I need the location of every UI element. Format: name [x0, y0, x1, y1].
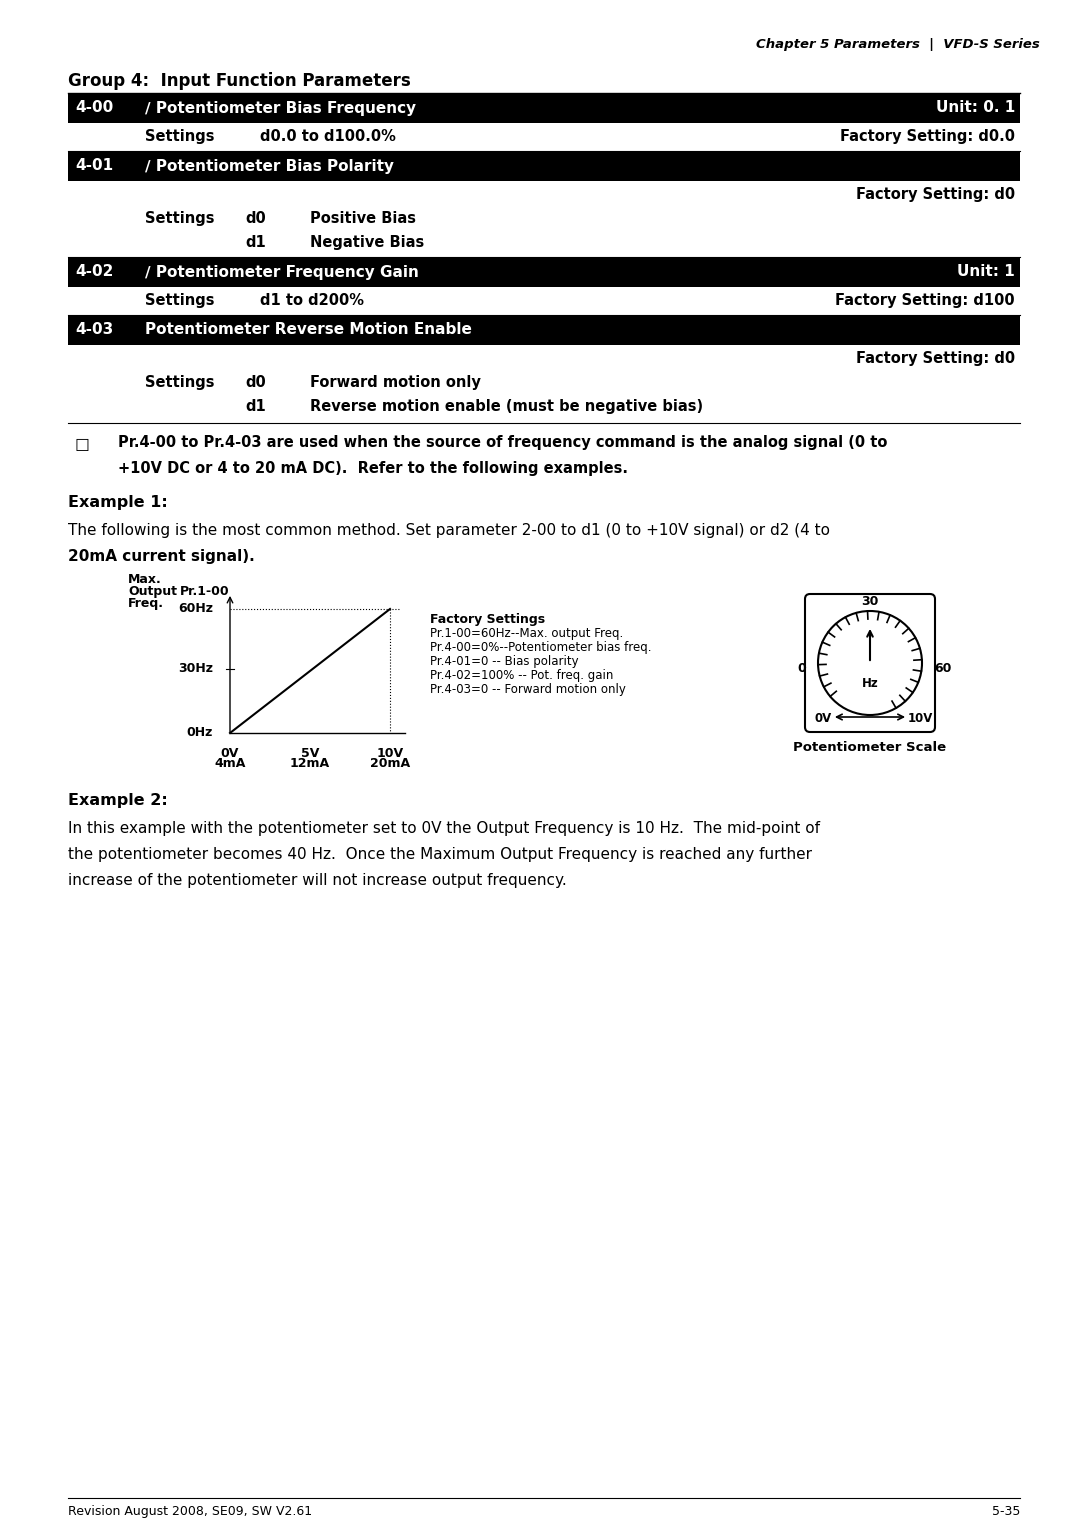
Text: 30Hz: 30Hz — [178, 663, 213, 675]
Text: Factory Setting: d0: Factory Setting: d0 — [855, 187, 1015, 202]
Text: Forward motion only: Forward motion only — [310, 374, 481, 390]
Text: Settings: Settings — [145, 293, 215, 308]
Text: 20mA current signal).: 20mA current signal). — [68, 549, 255, 565]
Text: Revision August 2008, SE09, SW V2.61: Revision August 2008, SE09, SW V2.61 — [68, 1505, 312, 1519]
Text: 0V: 0V — [814, 712, 832, 726]
Text: Settings: Settings — [145, 212, 215, 225]
Text: 10V: 10V — [377, 747, 404, 759]
Text: d0: d0 — [245, 212, 266, 225]
Bar — [68, 94, 1020, 123]
Text: increase of the potentiometer will not increase output frequency.: increase of the potentiometer will not i… — [68, 873, 567, 888]
Text: +10V DC or 4 to 20 mA DC).  Refer to the following examples.: +10V DC or 4 to 20 mA DC). Refer to the … — [118, 462, 627, 476]
Text: The following is the most common method. Set parameter 2-00 to d1 (0 to +10V sig: The following is the most common method.… — [68, 523, 831, 538]
Text: d0: d0 — [245, 374, 266, 390]
Bar — [68, 258, 1020, 287]
Text: ☐: ☐ — [75, 437, 90, 456]
Text: Hz: Hz — [862, 676, 878, 690]
Text: 60: 60 — [934, 663, 951, 675]
Text: Settings: Settings — [145, 374, 215, 390]
Text: 30: 30 — [862, 595, 879, 607]
Text: 5-35: 5-35 — [991, 1505, 1020, 1519]
Text: 0V: 0V — [220, 747, 239, 759]
Bar — [68, 150, 1020, 181]
Text: ∕ Potentiometer Frequency Gain: ∕ Potentiometer Frequency Gain — [145, 264, 419, 279]
Text: 4-01: 4-01 — [75, 158, 113, 173]
Text: Negative Bias: Negative Bias — [310, 235, 424, 250]
Text: Factory Setting: d0.0: Factory Setting: d0.0 — [840, 129, 1015, 144]
Text: Positive Bias: Positive Bias — [310, 212, 416, 225]
Text: the potentiometer becomes 40 Hz.  Once the Maximum Output Frequency is reached a: the potentiometer becomes 40 Hz. Once th… — [68, 847, 812, 862]
Text: Unit: 1: Unit: 1 — [957, 264, 1015, 279]
Text: Factory Settings: Factory Settings — [430, 614, 545, 626]
Text: Factory Setting: d0: Factory Setting: d0 — [855, 351, 1015, 367]
Text: In this example with the potentiometer set to 0V the Output Frequency is 10 Hz. : In this example with the potentiometer s… — [68, 821, 820, 836]
Text: 4-02: 4-02 — [75, 264, 113, 279]
Text: 12mA: 12mA — [289, 756, 330, 770]
Text: Pr.4-01=0 -- Bias polarity: Pr.4-01=0 -- Bias polarity — [430, 655, 579, 667]
Text: Group 4:  Input Function Parameters: Group 4: Input Function Parameters — [68, 72, 410, 91]
Text: 5V: 5V — [301, 747, 320, 759]
Text: ∕ Potentiometer Bias Polarity: ∕ Potentiometer Bias Polarity — [145, 158, 394, 173]
Text: 10V: 10V — [908, 712, 933, 726]
Text: Unit: 0. 1: Unit: 0. 1 — [935, 101, 1015, 115]
Text: Example 1:: Example 1: — [68, 495, 167, 509]
Text: Reverse motion enable (must be negative bias): Reverse motion enable (must be negative … — [310, 399, 703, 414]
Text: 0Hz: 0Hz — [187, 727, 213, 739]
Text: 4mA: 4mA — [214, 756, 245, 770]
Text: Pr.4-02=100% -- Pot. freq. gain: Pr.4-02=100% -- Pot. freq. gain — [430, 669, 613, 683]
Text: Pr.1-00: Pr.1-00 — [180, 584, 230, 598]
Text: Max.: Max. — [129, 574, 162, 586]
Text: Factory Setting: d100: Factory Setting: d100 — [835, 293, 1015, 308]
Text: Output: Output — [129, 584, 177, 598]
Text: Freq.: Freq. — [129, 597, 164, 611]
Text: 4-00: 4-00 — [75, 101, 113, 115]
Text: Settings: Settings — [145, 129, 215, 144]
Text: d1 to d200%: d1 to d200% — [260, 293, 364, 308]
Text: Pr.4-03=0 -- Forward motion only: Pr.4-03=0 -- Forward motion only — [430, 683, 626, 696]
Text: 60Hz: 60Hz — [178, 603, 213, 615]
Text: 0: 0 — [797, 663, 806, 675]
Text: Pr.1-00=60Hz--Max. output Freq.: Pr.1-00=60Hz--Max. output Freq. — [430, 627, 623, 640]
Text: Potentiometer Scale: Potentiometer Scale — [794, 741, 946, 755]
Text: Example 2:: Example 2: — [68, 793, 167, 808]
Text: 20mA: 20mA — [370, 756, 410, 770]
Text: d0.0 to d100.0%: d0.0 to d100.0% — [260, 129, 396, 144]
Text: Pr.4-00 to Pr.4-03 are used when the source of frequency command is the analog s: Pr.4-00 to Pr.4-03 are used when the sou… — [118, 436, 888, 449]
Ellipse shape — [818, 611, 922, 715]
FancyBboxPatch shape — [805, 594, 935, 732]
Text: d1: d1 — [245, 235, 266, 250]
Bar — [68, 314, 1020, 345]
Text: Potentiometer Reverse Motion Enable: Potentiometer Reverse Motion Enable — [145, 322, 472, 337]
Text: Pr.4-00=0%--Potentiometer bias freq.: Pr.4-00=0%--Potentiometer bias freq. — [430, 641, 651, 653]
Text: d1: d1 — [245, 399, 266, 414]
Text: Chapter 5 Parameters  |  VFD-S Series: Chapter 5 Parameters | VFD-S Series — [756, 38, 1040, 51]
Text: 4-03: 4-03 — [75, 322, 113, 337]
Text: ∕ Potentiometer Bias Frequency: ∕ Potentiometer Bias Frequency — [145, 101, 416, 115]
